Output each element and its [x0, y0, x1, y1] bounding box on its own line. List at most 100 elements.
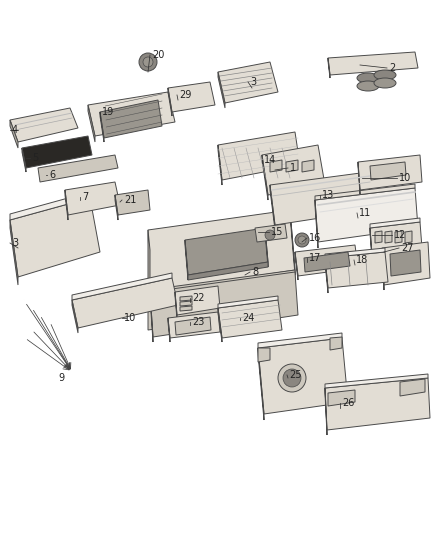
Polygon shape: [295, 252, 298, 280]
Text: 26: 26: [342, 398, 354, 408]
Polygon shape: [218, 62, 278, 103]
Polygon shape: [382, 248, 384, 290]
Text: 10: 10: [399, 173, 411, 183]
Polygon shape: [325, 252, 388, 288]
Circle shape: [143, 57, 153, 67]
Polygon shape: [270, 172, 372, 225]
Polygon shape: [188, 262, 268, 280]
Polygon shape: [168, 88, 172, 116]
Polygon shape: [325, 388, 327, 435]
Polygon shape: [218, 300, 282, 338]
Polygon shape: [88, 92, 175, 136]
Polygon shape: [10, 192, 90, 220]
Polygon shape: [382, 242, 430, 285]
Polygon shape: [385, 231, 392, 243]
Polygon shape: [286, 160, 298, 172]
Polygon shape: [315, 184, 415, 200]
Polygon shape: [328, 390, 355, 406]
Polygon shape: [150, 272, 298, 337]
Text: 1: 1: [290, 163, 296, 173]
Polygon shape: [325, 374, 428, 388]
Text: 5: 5: [32, 153, 38, 163]
Polygon shape: [22, 136, 92, 168]
Polygon shape: [258, 348, 264, 420]
Polygon shape: [22, 148, 26, 172]
Polygon shape: [100, 112, 104, 142]
Polygon shape: [10, 120, 18, 148]
Polygon shape: [185, 240, 188, 280]
Polygon shape: [168, 318, 170, 342]
Circle shape: [278, 364, 306, 392]
Polygon shape: [262, 155, 268, 200]
Circle shape: [283, 369, 301, 387]
Polygon shape: [218, 72, 225, 108]
Text: 12: 12: [394, 230, 406, 240]
Polygon shape: [395, 231, 402, 243]
Polygon shape: [180, 301, 192, 306]
Polygon shape: [150, 292, 153, 342]
Polygon shape: [255, 224, 287, 242]
Polygon shape: [10, 220, 18, 285]
Text: 17: 17: [309, 253, 321, 263]
Polygon shape: [330, 337, 342, 350]
Text: 29: 29: [179, 90, 191, 100]
Polygon shape: [270, 185, 275, 230]
Polygon shape: [148, 230, 150, 292]
Polygon shape: [370, 218, 420, 228]
Polygon shape: [258, 338, 348, 414]
Polygon shape: [358, 155, 422, 190]
Polygon shape: [148, 270, 295, 330]
Text: 2: 2: [389, 63, 395, 73]
Ellipse shape: [357, 81, 379, 91]
Polygon shape: [218, 308, 222, 342]
Text: 25: 25: [289, 370, 301, 380]
Polygon shape: [262, 145, 325, 195]
Polygon shape: [265, 228, 268, 267]
Text: 19: 19: [102, 107, 114, 117]
Polygon shape: [328, 52, 418, 75]
Polygon shape: [218, 132, 300, 180]
Polygon shape: [304, 252, 350, 272]
Polygon shape: [10, 108, 78, 142]
Text: 10: 10: [124, 313, 136, 323]
Polygon shape: [325, 378, 430, 430]
Polygon shape: [72, 273, 172, 300]
Polygon shape: [72, 300, 78, 333]
Text: 3: 3: [250, 77, 256, 87]
Polygon shape: [148, 210, 295, 292]
Polygon shape: [185, 228, 268, 275]
Polygon shape: [168, 312, 220, 338]
Polygon shape: [315, 188, 418, 242]
Polygon shape: [328, 58, 330, 78]
Polygon shape: [370, 162, 406, 180]
Polygon shape: [270, 160, 282, 172]
Text: 11: 11: [359, 208, 371, 218]
Text: 14: 14: [264, 155, 276, 165]
Text: 27: 27: [401, 243, 413, 253]
Text: 3: 3: [12, 238, 18, 248]
Polygon shape: [168, 82, 215, 112]
Ellipse shape: [357, 73, 379, 83]
Polygon shape: [358, 162, 360, 194]
Polygon shape: [325, 258, 328, 293]
Circle shape: [295, 233, 309, 247]
Polygon shape: [10, 198, 100, 277]
Circle shape: [265, 230, 275, 240]
Polygon shape: [175, 317, 211, 335]
Polygon shape: [370, 222, 422, 255]
Polygon shape: [315, 200, 318, 248]
Circle shape: [139, 53, 157, 71]
Polygon shape: [400, 379, 425, 396]
Text: 22: 22: [192, 293, 205, 303]
Text: 13: 13: [322, 190, 334, 200]
Text: 18: 18: [356, 255, 368, 265]
Text: 6: 6: [49, 170, 55, 180]
Polygon shape: [65, 190, 68, 220]
Text: 21: 21: [124, 195, 136, 205]
Text: 4: 4: [12, 125, 18, 135]
Ellipse shape: [374, 70, 396, 80]
Polygon shape: [390, 250, 421, 276]
Text: 7: 7: [82, 192, 88, 202]
Text: 9: 9: [58, 373, 64, 383]
Polygon shape: [38, 155, 118, 182]
